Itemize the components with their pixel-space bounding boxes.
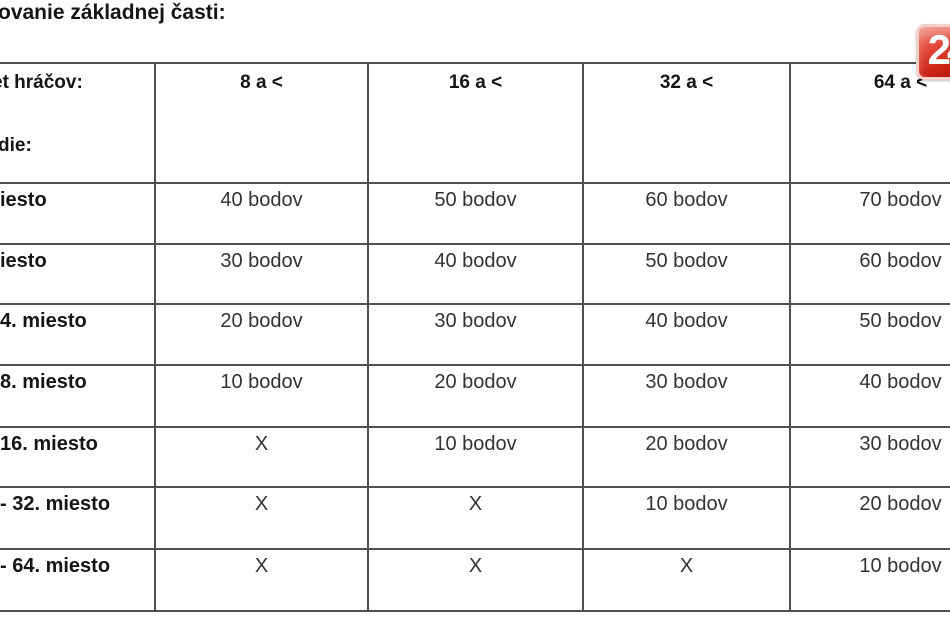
table-cell: 30 bodov — [789, 426, 950, 488]
table-cell: 10 bodov — [154, 364, 369, 428]
table-cell: 60 bodov — [789, 243, 950, 305]
table-cell: X — [582, 548, 791, 612]
row-label: 8. miesto — [0, 364, 156, 428]
table-cell: 40 bodov — [789, 364, 950, 428]
table-cell: 20 bodov — [154, 303, 369, 366]
header-cell-players: et hráčov: die: — [0, 62, 156, 184]
table-cell: X — [367, 486, 584, 550]
table-cell: 10 bodov — [367, 426, 584, 488]
table-cell: 40 bodov — [367, 243, 584, 305]
table-row: 8. miesto 10 bodov 20 bodov 30 bodov 40 … — [0, 364, 950, 428]
logo-24-badge: 24 — [916, 24, 950, 80]
table-cell: 60 bodov — [582, 182, 791, 245]
column-header-64: 64 a < — [789, 62, 950, 184]
table-cell: X — [154, 548, 369, 612]
table-cell: 20 bodov — [367, 364, 584, 428]
column-header-8: 8 a < — [154, 62, 369, 184]
row-label: 4. miesto — [0, 303, 156, 366]
players-count-label-fragment: et hráčov: — [0, 72, 83, 93]
table-row: - 64. miesto X X X 10 bodov — [0, 548, 950, 612]
table-row: iesto 40 bodov 50 bodov 60 bodov 70 bodo… — [0, 182, 950, 245]
ranking-label-fragment: die: — [0, 135, 32, 156]
table-cell: 10 bodov — [582, 486, 791, 550]
row-label: - 64. miesto — [0, 548, 156, 612]
column-header-16: 16 a < — [367, 62, 584, 184]
row-label: - 32. miesto — [0, 486, 156, 550]
table-cell: 30 bodov — [582, 364, 791, 428]
table-cell: 40 bodov — [154, 182, 369, 245]
table-cell: X — [154, 426, 369, 488]
table-cell: 50 bodov — [367, 182, 584, 245]
table-header-row: et hráčov: die: 8 a < 16 a < 32 a < 64 a… — [0, 62, 950, 184]
table-cell: 70 bodov — [789, 182, 950, 245]
table-row: iesto 30 bodov 40 bodov 50 bodov 60 bodo… — [0, 243, 950, 305]
table-cell: 20 bodov — [789, 486, 950, 550]
table-cell: 40 bodov — [582, 303, 791, 366]
row-label: iesto — [0, 182, 156, 245]
table-cell: 30 bodov — [154, 243, 369, 305]
row-label: 16. miesto — [0, 426, 156, 488]
table-cell: X — [367, 548, 584, 612]
table-cell: 10 bodov — [789, 548, 950, 612]
table-row: - 32. miesto X X 10 bodov 20 bodov — [0, 486, 950, 550]
table-cell: 30 bodov — [367, 303, 584, 366]
table-row: 16. miesto X 10 bodov 20 bodov 30 bodov — [0, 426, 950, 488]
row-label: iesto — [0, 243, 156, 305]
table-cell: 20 bodov — [582, 426, 791, 488]
table-row: 4. miesto 20 bodov 30 bodov 40 bodov 50 … — [0, 303, 950, 366]
table-cell: X — [154, 486, 369, 550]
logo-24-text: 24 — [927, 26, 950, 73]
column-header-32: 32 a < — [582, 62, 791, 184]
document-title-fragment: ovanie základnej časti: — [0, 1, 226, 24]
table-cell: 50 bodov — [582, 243, 791, 305]
scoring-table: et hráčov: die: 8 a < 16 a < 32 a < 64 a… — [0, 62, 950, 612]
table-cell: 50 bodov — [789, 303, 950, 366]
